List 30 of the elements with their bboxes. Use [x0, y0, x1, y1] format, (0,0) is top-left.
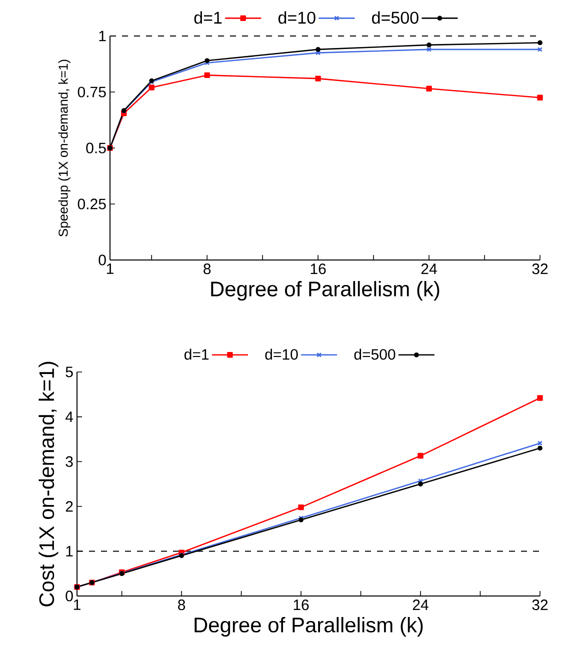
y-tick-label: 1 — [99, 30, 106, 42]
y-tick-label: 0.25 — [78, 198, 106, 210]
legend-label: d=10 — [278, 11, 316, 24]
y-tick-label: 1 — [66, 546, 73, 556]
x-tick-label: 32 — [532, 600, 548, 610]
x-tick-label: 16 — [310, 264, 326, 274]
y-tick-label: 3 — [66, 456, 73, 467]
x-tick-label: 32 — [532, 264, 548, 274]
y-tick-label: 4 — [65, 412, 74, 422]
legend-label: d=500 — [354, 348, 396, 360]
x-axis-title: Degree of Parallelism (k) — [194, 617, 423, 637]
x-tick-label: 8 — [178, 600, 186, 610]
legend-label: d=1 — [184, 348, 209, 360]
legend-label: d=500 — [372, 11, 418, 24]
y-tick-label: 0 — [66, 590, 73, 602]
y-tick-label: 0.75 — [78, 86, 106, 98]
x-tick-label: 24 — [412, 600, 428, 610]
legend-label: d=10 — [265, 348, 298, 360]
x-tick-label: 8 — [204, 264, 211, 274]
x-tick-label: 24 — [421, 264, 437, 274]
y-tick-label: 0.5 — [86, 142, 106, 154]
y-tick-label: 5 — [66, 366, 73, 378]
y-axis-title: Speedup (1X on-demand, k=1) — [58, 60, 70, 236]
y-axis-title: Cost (1X on-demand, k=1) — [38, 362, 58, 606]
x-tick-label: 1 — [106, 264, 114, 274]
x-axis-title: Degree of Parallelism (k) — [211, 281, 440, 301]
legend-label: d=1 — [194, 11, 222, 24]
x-tick-label: 16 — [294, 600, 309, 610]
y-tick-label: 0 — [98, 254, 106, 266]
y-tick-label: 2 — [66, 501, 73, 512]
